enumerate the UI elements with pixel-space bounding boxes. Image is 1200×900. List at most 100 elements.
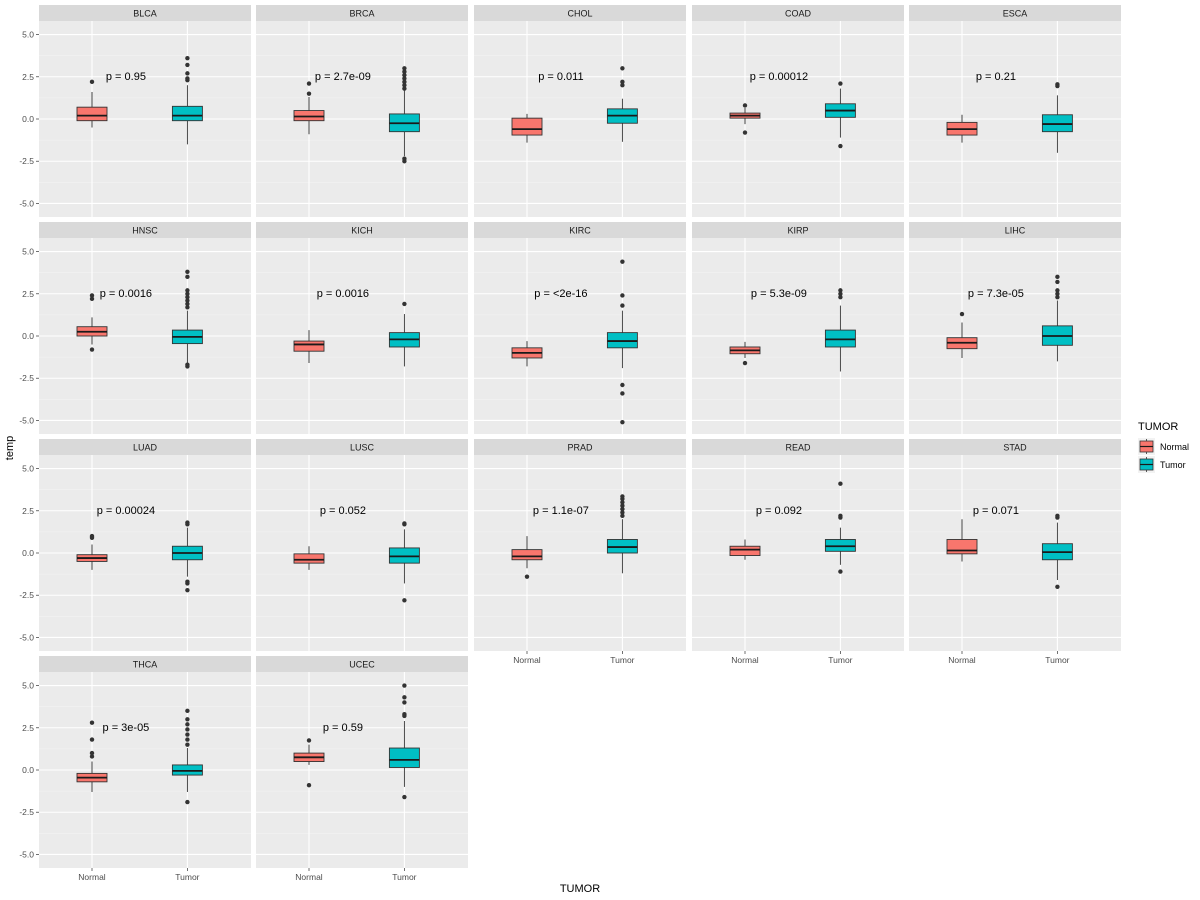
p-value-label: p = 7.3e-05 — [968, 288, 1024, 300]
outlier-point — [185, 55, 190, 61]
outlier-point — [838, 481, 843, 486]
facet-strip — [474, 439, 686, 455]
facet-label: CHOL — [567, 9, 592, 19]
outlier-point — [620, 419, 625, 425]
outlier-point — [89, 737, 95, 742]
facet-label: KIRP — [787, 226, 808, 236]
panel-kirc: KIRC p = <2e-16 — [474, 222, 686, 434]
panel-kirp: KIRP p = 5.3e-09 — [692, 222, 904, 434]
facet-strip — [909, 5, 1121, 21]
facet-label: LUSC — [350, 443, 375, 453]
outlier-point — [959, 311, 965, 317]
y-tick-label: -5.0 — [19, 849, 34, 859]
y-tick-label: 5.0 — [22, 681, 34, 691]
panel-lusc: LUSC p = 0.052 — [256, 439, 468, 651]
outlier-point — [185, 581, 190, 586]
outlier-point — [306, 81, 312, 86]
outlier-point — [89, 750, 95, 756]
p-value-label: p = 0.59 — [323, 722, 363, 734]
box-tumor — [171, 708, 203, 805]
facet-label: LUAD — [133, 443, 158, 453]
box-tumor — [606, 259, 638, 425]
p-value-label: p = 0.052 — [320, 505, 366, 517]
panel-blca: BLCA 5.0 2.5 0.0 -2.5 -5.0 p = 0.95 — [19, 5, 251, 217]
legend-label: Tumor — [1160, 460, 1186, 470]
facet-strip — [256, 222, 468, 238]
box-normal — [511, 113, 543, 143]
outlier-point — [306, 91, 312, 96]
outlier-point — [185, 708, 190, 714]
facet-label: BRCA — [349, 9, 374, 19]
outlier-point — [89, 79, 95, 85]
x-tick-label: Tumor — [392, 872, 416, 882]
outlier-point — [838, 291, 843, 296]
outlier-point — [620, 79, 625, 85]
legend-item-normal: Normal — [1138, 438, 1189, 455]
outlier-point — [185, 742, 190, 747]
outlier-point — [89, 293, 95, 298]
box-normal — [729, 539, 761, 560]
outlier-point — [620, 513, 625, 519]
box-tumor — [606, 66, 638, 142]
box-tumor — [388, 521, 420, 603]
outlier-point — [620, 293, 625, 298]
outlier-point — [402, 700, 407, 705]
outlier-point — [402, 695, 407, 700]
outlier-point — [89, 533, 95, 539]
box-normal — [729, 103, 761, 135]
panel-read: READ p = 0.092 Normal Tumor — [692, 439, 904, 665]
outlier-point — [185, 364, 190, 369]
facet-label: KIRC — [569, 226, 591, 236]
x-tick-label: Normal — [948, 655, 976, 665]
y-tick-label: 5.0 — [22, 464, 34, 474]
outlier-point — [838, 294, 843, 300]
panel-coad: COAD p = 0.00012 — [692, 5, 904, 217]
y-tick-label: -5.0 — [19, 198, 34, 208]
outlier-point — [402, 76, 407, 81]
x-tick-label: Tumor — [1045, 655, 1069, 665]
x-tick-label: Normal — [731, 655, 759, 665]
facet-strip — [39, 222, 251, 238]
x-tick-label: Normal — [78, 872, 106, 882]
panel-esca: ESCA p = 0.21 — [909, 5, 1121, 217]
box-iqr — [729, 545, 761, 556]
outlier-point — [524, 574, 530, 579]
box-tumor — [388, 683, 420, 800]
x-tick-label: Tumor — [610, 655, 634, 665]
facet-strip — [39, 656, 251, 672]
box-normal — [511, 536, 543, 579]
box-tumor — [1041, 82, 1073, 153]
outlier-point — [402, 794, 407, 800]
outlier-point — [402, 66, 407, 71]
facet-label: STAD — [1003, 443, 1027, 453]
box-normal — [76, 293, 108, 352]
facet-label: THCA — [133, 660, 158, 670]
x-tick-label: Tumor — [175, 872, 199, 882]
box-tumor — [171, 55, 203, 145]
outlier-point — [1055, 291, 1060, 296]
legend-item-tumor: Tumor — [1138, 456, 1186, 473]
outlier-point — [742, 103, 748, 108]
p-value-label: p = 0.00024 — [97, 505, 155, 517]
outlier-point — [185, 737, 190, 742]
box-tumor — [388, 301, 420, 367]
box-normal — [293, 738, 325, 788]
outlier-point — [402, 83, 407, 88]
outlier-point — [402, 159, 407, 164]
facet-strip — [909, 222, 1121, 238]
outlier-point — [838, 81, 843, 86]
panel-lihc: LIHC p = 7.3e-05 — [909, 222, 1121, 434]
outlier-point — [89, 720, 95, 725]
panel-chol: CHOL p = 0.011 — [474, 5, 686, 217]
panel-brca: BRCA p = 2.7e-09 — [256, 5, 468, 217]
outlier-point — [1055, 294, 1060, 300]
facet-strip — [474, 222, 686, 238]
outlier-point — [185, 291, 190, 296]
y-tick-label: -2.5 — [19, 156, 34, 166]
outlier-point — [620, 66, 625, 71]
facet-label: HNSC — [132, 226, 158, 236]
box-normal — [946, 519, 978, 562]
box-iqr — [388, 747, 420, 768]
facet-label: KICH — [351, 226, 373, 236]
outlier-point — [838, 143, 843, 149]
